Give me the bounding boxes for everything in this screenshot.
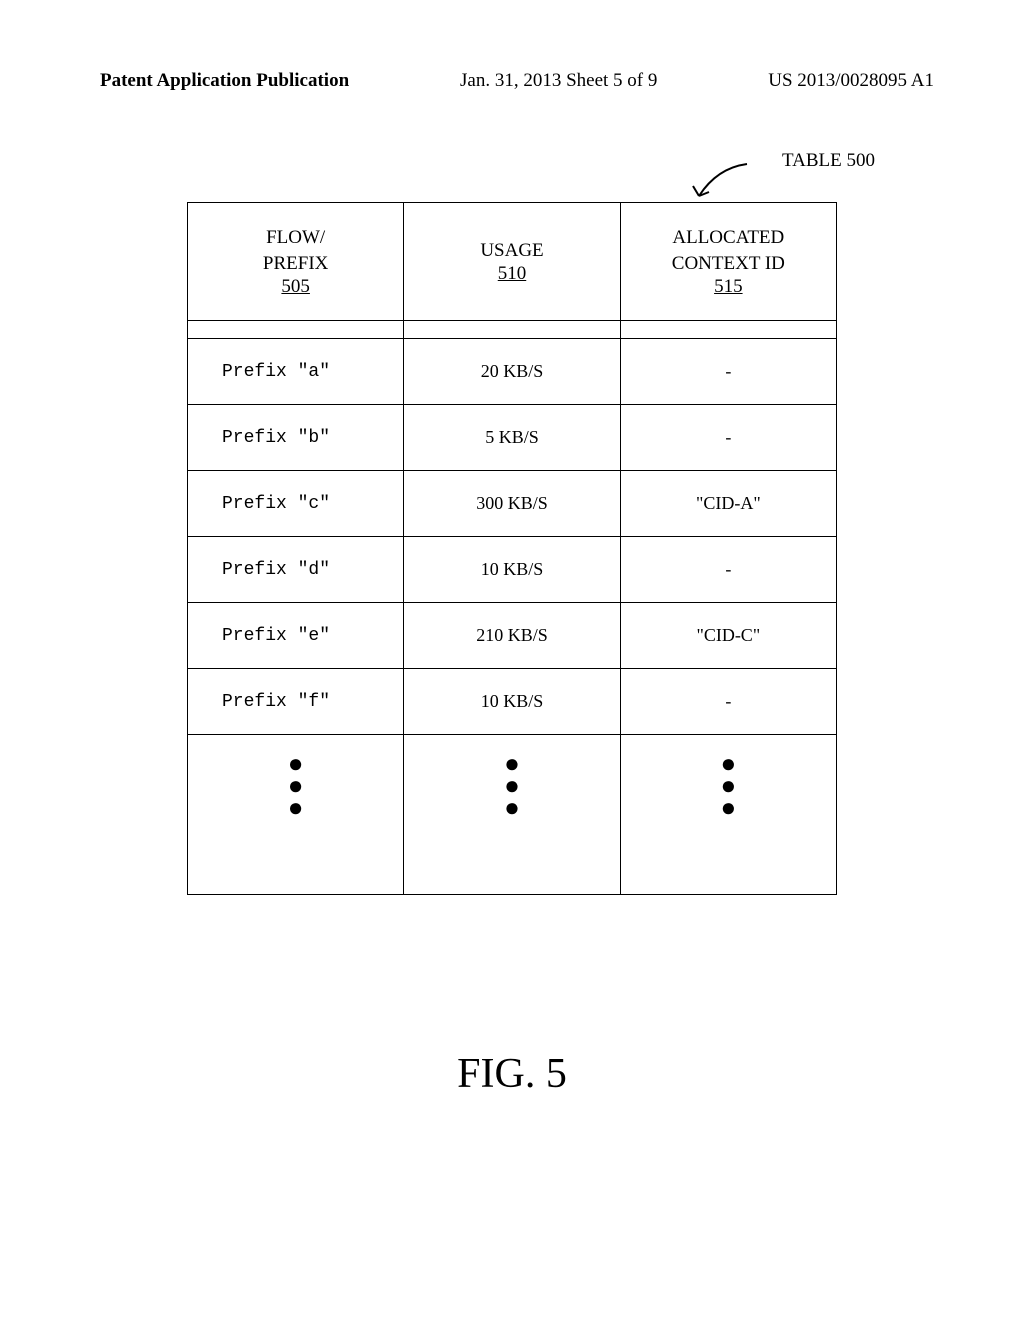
header-left: Patent Application Publication: [100, 70, 349, 92]
header-center: Jan. 31, 2013 Sheet 5 of 9: [460, 70, 657, 92]
data-table: FLOW/ PREFIX 505 USAGE 510 ALLOCATED CON…: [187, 202, 837, 895]
table-row: Prefix "b" 5 KB/S -: [188, 405, 837, 471]
cell-usage: 300 KB/S: [404, 471, 620, 537]
ellipsis-cell: ●●●: [188, 735, 404, 895]
table-row: Prefix "c" 300 KB/S "CID-A": [188, 471, 837, 537]
cell-usage: 210 KB/S: [404, 603, 620, 669]
callout-arrow-icon: [687, 160, 757, 210]
spacer-row: [188, 321, 837, 339]
col-header-usage: USAGE 510: [404, 203, 620, 321]
vertical-ellipsis-icon: ●●●: [288, 753, 304, 819]
cell-cid: "CID-C": [620, 603, 836, 669]
vertical-ellipsis-icon: ●●●: [504, 753, 520, 819]
figure-caption: FIG. 5: [0, 1050, 1024, 1098]
col-title-line: ALLOCATED: [629, 225, 828, 251]
cell-prefix: Prefix "f": [188, 669, 404, 735]
cell-prefix: Prefix "a": [188, 339, 404, 405]
cell-prefix: Prefix "e": [188, 603, 404, 669]
header-right: US 2013/0028095 A1: [768, 70, 934, 92]
vertical-ellipsis-icon: ●●●: [720, 753, 736, 819]
table-row: Prefix "a" 20 KB/S -: [188, 339, 837, 405]
cell-usage: 10 KB/S: [404, 669, 620, 735]
page-header: Patent Application Publication Jan. 31, …: [0, 0, 1024, 92]
cell-usage: 10 KB/S: [404, 537, 620, 603]
col-ref: 510: [498, 263, 527, 284]
cell-prefix: Prefix "c": [188, 471, 404, 537]
ellipsis-cell: ●●●: [620, 735, 836, 895]
figure-area: TABLE 500 FLOW/ PREFIX 505 USAGE 510 ALL…: [187, 202, 837, 895]
ellipsis-cell: ●●●: [404, 735, 620, 895]
cell-usage: 20 KB/S: [404, 339, 620, 405]
col-title-line: FLOW/: [196, 225, 395, 251]
col-title-line: CONTEXT ID: [629, 251, 828, 277]
table-row: Prefix "d" 10 KB/S -: [188, 537, 837, 603]
cell-usage: 5 KB/S: [404, 405, 620, 471]
cell-cid: -: [620, 405, 836, 471]
col-title-line: PREFIX: [196, 251, 395, 277]
cell-prefix: Prefix "d": [188, 537, 404, 603]
col-ref: 515: [714, 276, 743, 297]
table-header-row: FLOW/ PREFIX 505 USAGE 510 ALLOCATED CON…: [188, 203, 837, 321]
cell-cid: -: [620, 537, 836, 603]
cell-cid: -: [620, 339, 836, 405]
table-label: TABLE 500: [782, 150, 875, 172]
col-header-flow-prefix: FLOW/ PREFIX 505: [188, 203, 404, 321]
cell-cid: -: [620, 669, 836, 735]
table-row: Prefix "e" 210 KB/S "CID-C": [188, 603, 837, 669]
cell-prefix: Prefix "b": [188, 405, 404, 471]
col-title-line: USAGE: [412, 238, 611, 264]
ellipsis-row: ●●● ●●● ●●●: [188, 735, 837, 895]
table-row: Prefix "f" 10 KB/S -: [188, 669, 837, 735]
col-ref: 505: [281, 276, 310, 297]
col-header-allocated-context-id: ALLOCATED CONTEXT ID 515: [620, 203, 836, 321]
cell-cid: "CID-A": [620, 471, 836, 537]
